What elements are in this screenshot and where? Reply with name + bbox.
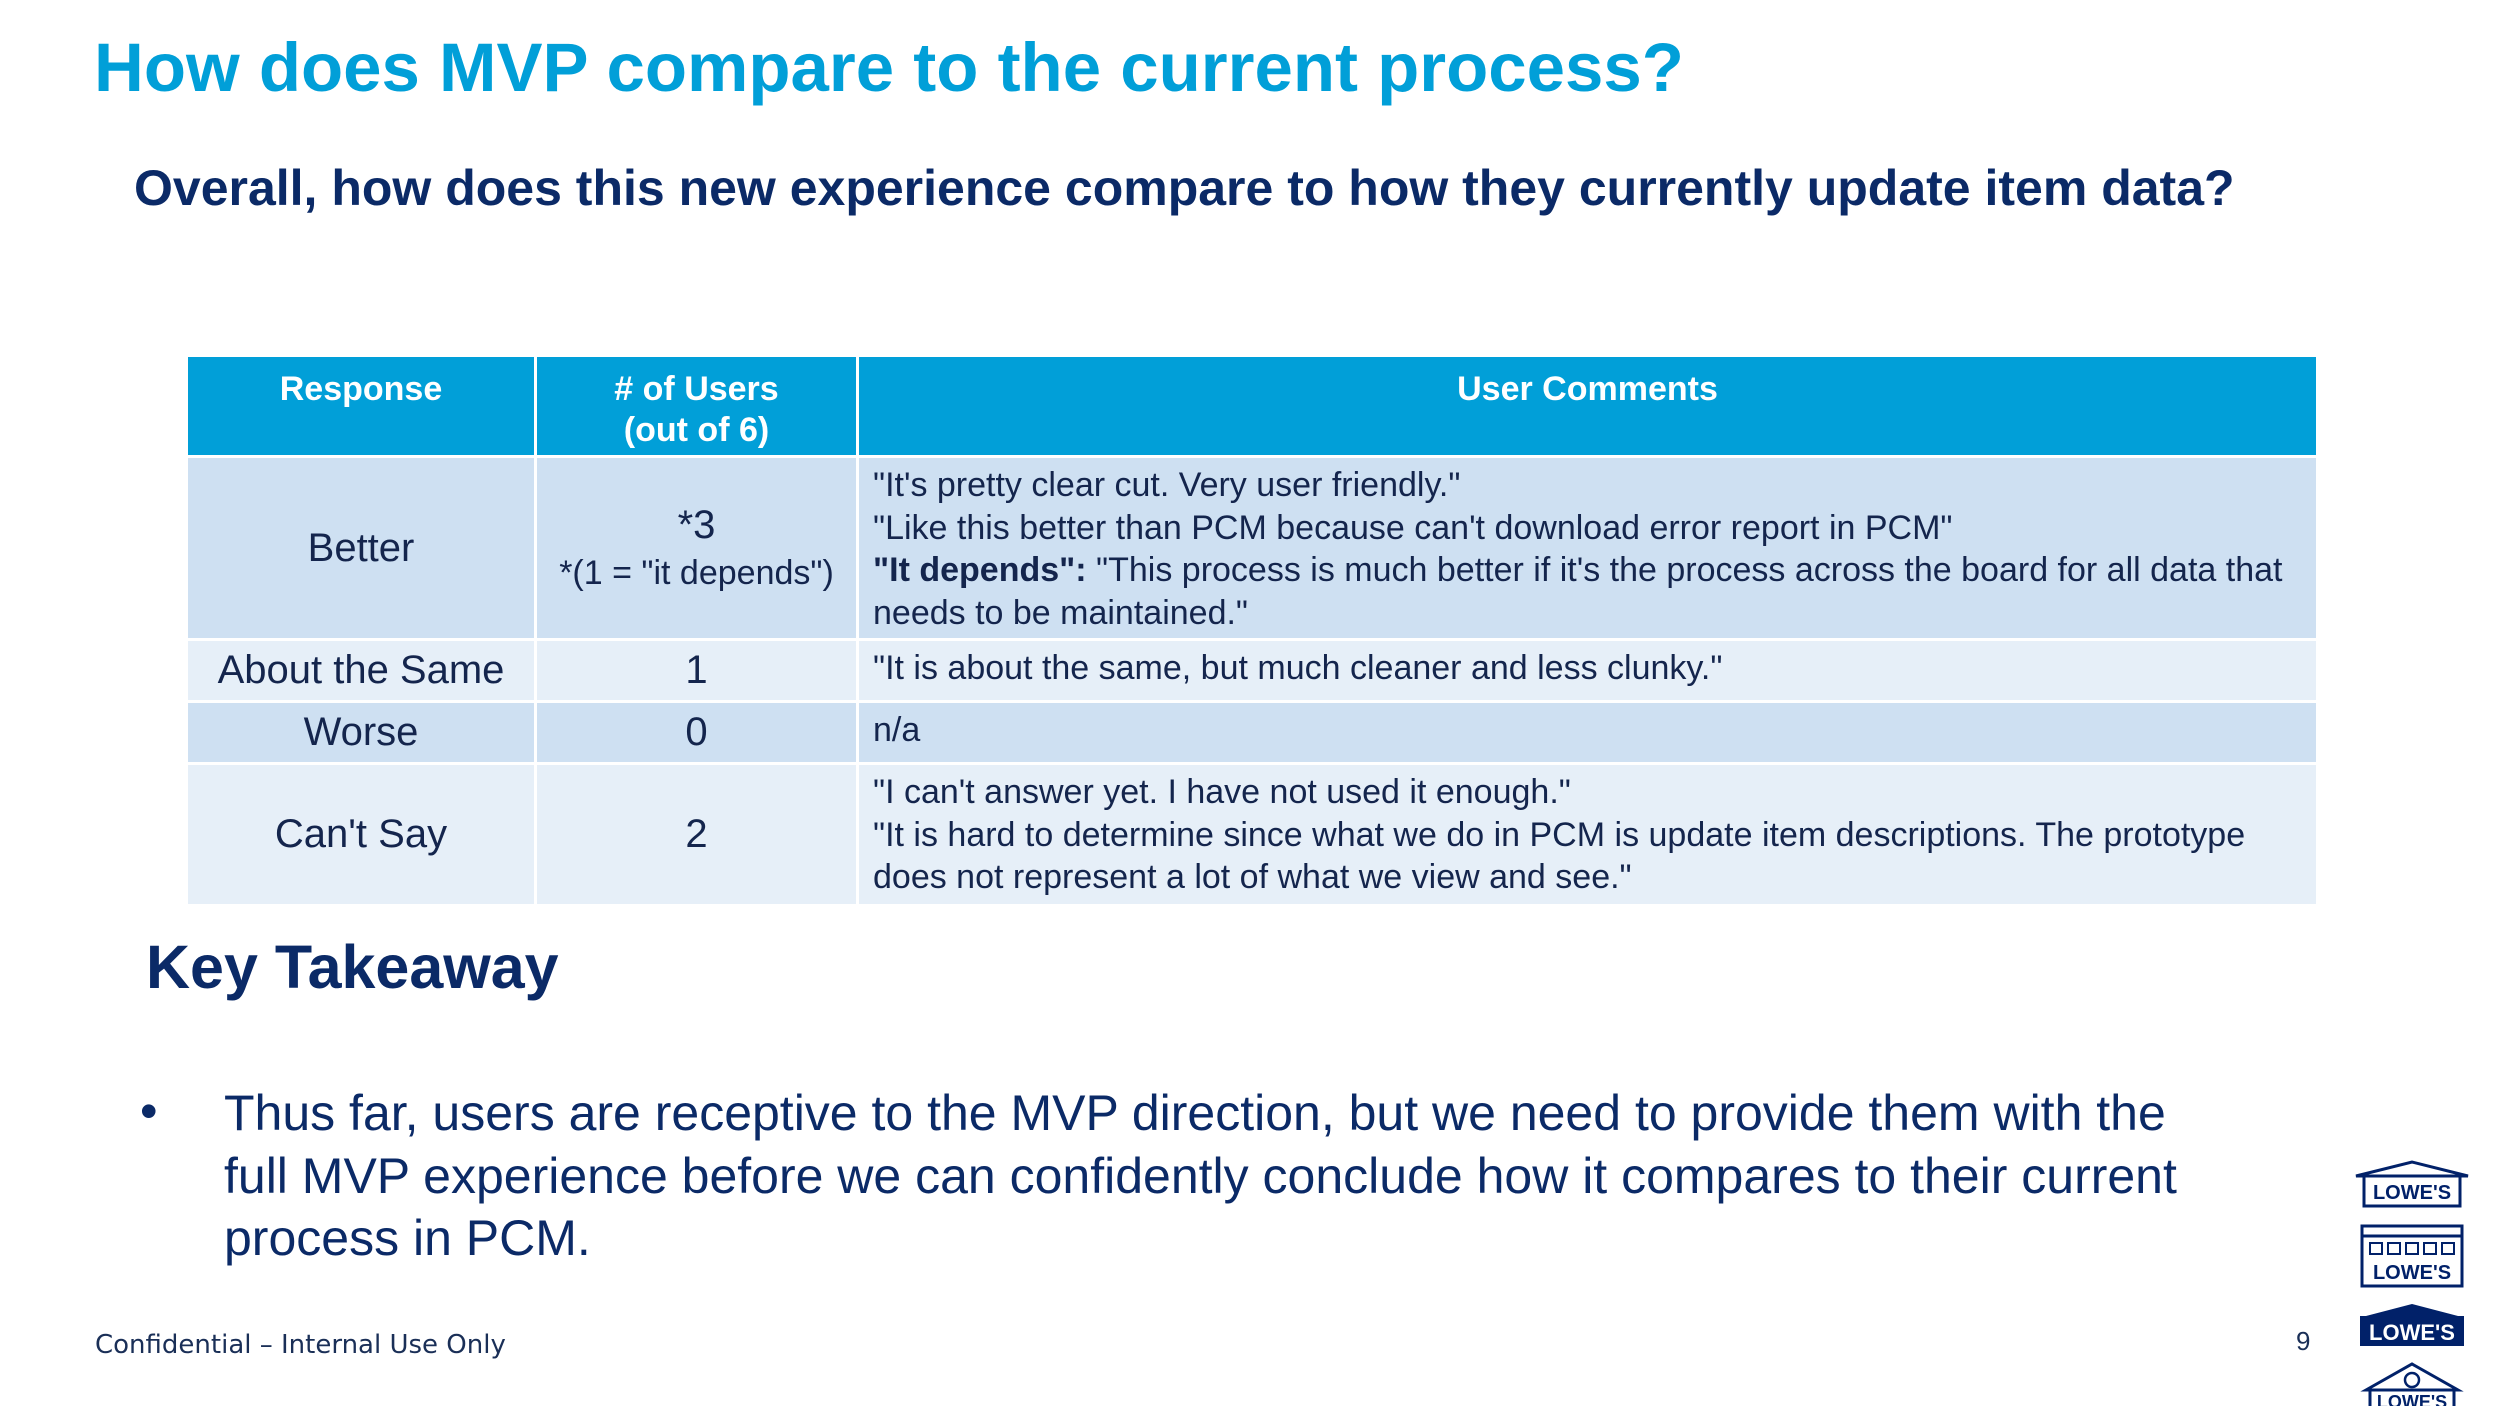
- response-cell: About the Same: [185, 638, 537, 703]
- table-header-row: Response # of Users (out of 6) User Comm…: [185, 354, 2319, 458]
- lowes-logo-icon: LOWE'S: [2360, 1304, 2464, 1346]
- table-row: About the Same 1 "It is about the same, …: [185, 638, 2319, 703]
- users-cell: 2: [534, 762, 859, 907]
- confidential-footer: Confidential – Internal Use Only: [95, 1330, 506, 1360]
- comment: "Like this better than PCM because can't…: [873, 508, 1953, 547]
- takeaway-bullet: Thus far, users are receptive to the MVP…: [224, 1085, 2177, 1266]
- comment: "It is about the same, but much cleaner …: [873, 649, 1723, 687]
- users-note: *(1 = "it depends"): [559, 554, 834, 592]
- table-row: Can't Say 2 "I can't answer yet. I have …: [185, 762, 2319, 907]
- comments-cell: "It's pretty clear cut. Very user friend…: [856, 455, 2319, 641]
- header-users: # of Users (out of 6): [534, 354, 859, 458]
- lowes-text: LOWE'S: [2369, 1320, 2455, 1345]
- comment: "I can't answer yet. I have not used it …: [873, 773, 1571, 811]
- comments-cell: "I can't answer yet. I have not used it …: [856, 762, 2319, 907]
- depends-text: "This process is much better if it's the…: [873, 551, 2283, 632]
- lowes-store-icon: LOWE'S: [2355, 1160, 2469, 1208]
- header-response: Response: [185, 354, 537, 458]
- lowes-text: LOWE'S: [2373, 1262, 2451, 1284]
- page-number: 9: [2296, 1326, 2311, 1356]
- response-cell: Worse: [185, 700, 537, 765]
- table-row: Worse 0 n/a: [185, 700, 2319, 765]
- survey-question: Overall, how does this new experience co…: [134, 160, 2235, 216]
- users-count: *3: [677, 503, 716, 547]
- response-cell: Can't Say: [185, 762, 537, 907]
- header-users-line2: (out of 6): [623, 410, 770, 449]
- comment: "It depends": "This process is much bett…: [873, 549, 2302, 634]
- users-cell: 0: [534, 700, 859, 765]
- users-cell: 1: [534, 638, 859, 703]
- users-cell: *3 *(1 = "it depends"): [534, 455, 859, 641]
- table-row: Better *3 *(1 = "it depends") "It's pret…: [185, 455, 2319, 641]
- comments-cell: n/a: [856, 700, 2319, 765]
- results-table: Response # of Users (out of 6) User Comm…: [185, 354, 2319, 907]
- lowes-logos-svg: LOWE'S LOWE'S LOWE'S LOWE'S: [2355, 1160, 2469, 1411]
- header-comments: User Comments: [856, 354, 2319, 458]
- key-takeaway-heading: Key Takeaway: [146, 933, 559, 1001]
- header-users-line1: # of Users: [614, 370, 779, 408]
- lowes-house-icon: LOWE'S: [2360, 1362, 2464, 1411]
- lowes-logo-stack: LOWE'S LOWE'S LOWE'S LOWE'S: [2352, 1160, 2472, 1411]
- lowes-text: LOWE'S: [2377, 1392, 2447, 1406]
- comment: n/a: [873, 711, 921, 749]
- response-cell: Better: [185, 455, 537, 641]
- bullet-marker: •: [140, 1083, 158, 1139]
- slide-title: How does MVP compare to the current proc…: [94, 29, 1684, 106]
- comment: "It's pretty clear cut. Very user friend…: [873, 466, 1461, 504]
- depends-label: "It depends":: [873, 551, 1087, 589]
- lowes-building-icon: LOWE'S: [2360, 1224, 2464, 1288]
- comment: "It is hard to determine since what we d…: [873, 815, 2246, 897]
- lowes-text: LOWE'S: [2373, 1182, 2451, 1204]
- comments-cell: "It is about the same, but much cleaner …: [856, 638, 2319, 703]
